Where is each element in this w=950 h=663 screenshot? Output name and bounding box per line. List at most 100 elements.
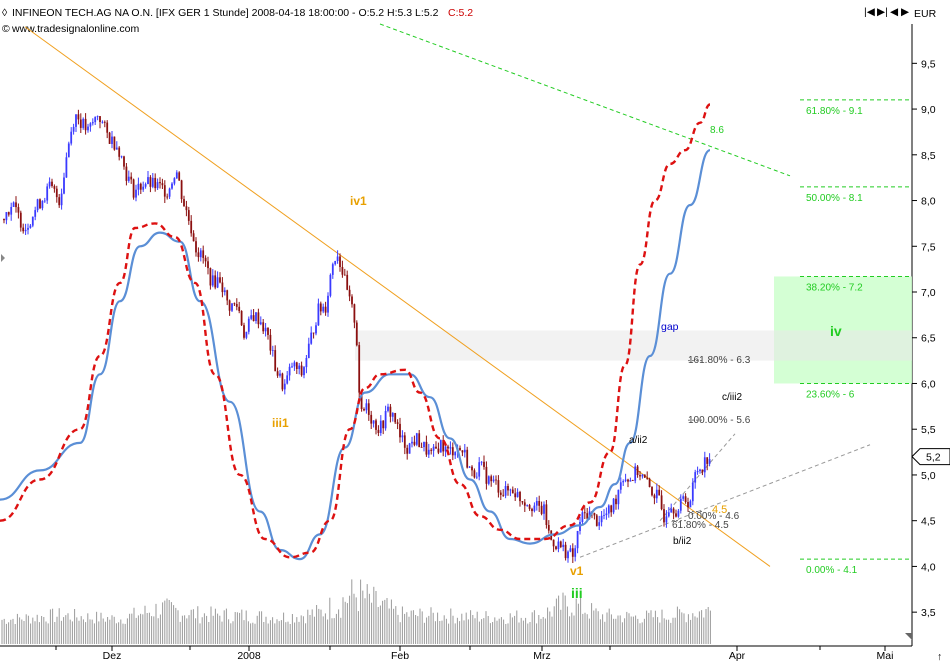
candle-body [55,188,58,198]
fib-levels: 61.80% - 9.1 50.00% - 8.1 38.20% - 7.2 23.6… [800,99,912,576]
candle-body [581,512,584,522]
candle-body [598,522,601,526]
y-tick-label: 8,0 [921,196,936,208]
candle-body [387,406,389,411]
candle-body [303,367,305,376]
ma-blue-line [0,149,711,561]
candle-body [435,446,437,449]
resize-grip-icon[interactable] [905,633,912,640]
candle-body [583,512,586,514]
candle-body [370,414,373,424]
candle-body [125,166,128,181]
candle-body [132,179,135,198]
candle-body [127,176,130,181]
currency-label: EUR [914,8,937,20]
candle-body [636,466,639,475]
annotation-label: 4.5 [712,504,727,516]
candle-body [96,116,99,117]
candle-body [708,459,711,464]
candle-body [7,212,10,215]
nav-next-button[interactable]: ▶ [901,6,910,18]
candle-body [703,457,706,473]
candle-body [324,306,327,313]
candle-body [257,312,260,325]
candle-body [639,475,641,477]
candle-body [507,486,509,491]
gap-band [355,330,912,361]
candle-body [39,199,41,209]
candle-body [670,508,673,513]
nav-last-button[interactable]: ▶| [877,6,888,18]
candle-body [31,216,34,226]
candle-body [394,413,397,423]
candle-body [209,268,212,286]
candle-body [120,156,123,158]
candle-body [238,306,241,311]
candle-body [279,373,281,376]
annotation-label: a/ii2 [629,435,648,446]
candle-body [173,178,176,184]
y-tick-label: 7,0 [921,287,936,299]
nav-buttons: |◀ ▶| ◀ ▶ EUR [864,6,937,20]
annotation-label: iii [571,585,583,601]
candle-body [521,501,524,503]
scroll-up-icon[interactable]: ↑ [937,651,942,663]
candle-body [343,274,346,276]
x-tick-label: Mrz [533,650,551,662]
candle-body [497,480,500,493]
y-tick-label: 5,5 [921,424,936,436]
candle-body [315,325,317,334]
trendline-orange [24,26,771,567]
header-marker-icon: ◊ [2,7,8,19]
candle-body [298,365,301,370]
candle-body [286,375,289,384]
y-tick-label: 7,5 [921,241,936,253]
candle-body [492,479,495,482]
candle-body [331,264,334,275]
nav-prev-button[interactable]: ◀ [890,6,899,18]
candle-body [75,114,77,127]
channel-upper-line [379,23,791,177]
candle-body [401,435,404,438]
candle-body [675,513,677,517]
candle-body [310,332,313,344]
candle-body [101,121,104,123]
candle-body [634,466,637,481]
x-tick-label: Apr [729,650,746,662]
candle-body [3,218,5,221]
candle-body [147,177,149,185]
candle-body [372,420,375,424]
candle-body [60,193,63,206]
candle-body [519,492,521,502]
candle-body [473,470,476,478]
candle-body [509,489,512,491]
y-tick-label: 9,0 [921,104,936,116]
candle-body [202,250,205,258]
moving-averages [0,103,711,561]
ma-red-dashed-line [0,103,711,559]
candle-body [166,196,169,198]
candle-body [451,447,454,456]
candle-body [106,122,109,133]
candle-body [468,466,471,468]
candle-body [207,261,209,269]
candle-body [552,539,555,547]
x-tick-label: Dez [103,650,122,662]
candle-body [696,471,699,473]
candle-body [679,498,682,511]
candle-body [430,449,433,451]
candle-body [322,306,325,312]
candle-body [123,156,125,167]
y-tick-label: 6,5 [921,333,936,345]
candle-body [454,452,457,456]
candle-body [574,548,577,557]
candle-body [135,189,137,198]
candle-body [600,515,603,523]
candle-body [358,345,361,393]
candle-body [603,515,605,516]
candle-body [586,513,589,519]
y-tick-label: 6,0 [921,378,936,390]
annotation-label: b/ii2 [673,536,692,547]
nav-first-button[interactable]: |◀ [864,6,876,18]
candle-body [41,200,44,209]
